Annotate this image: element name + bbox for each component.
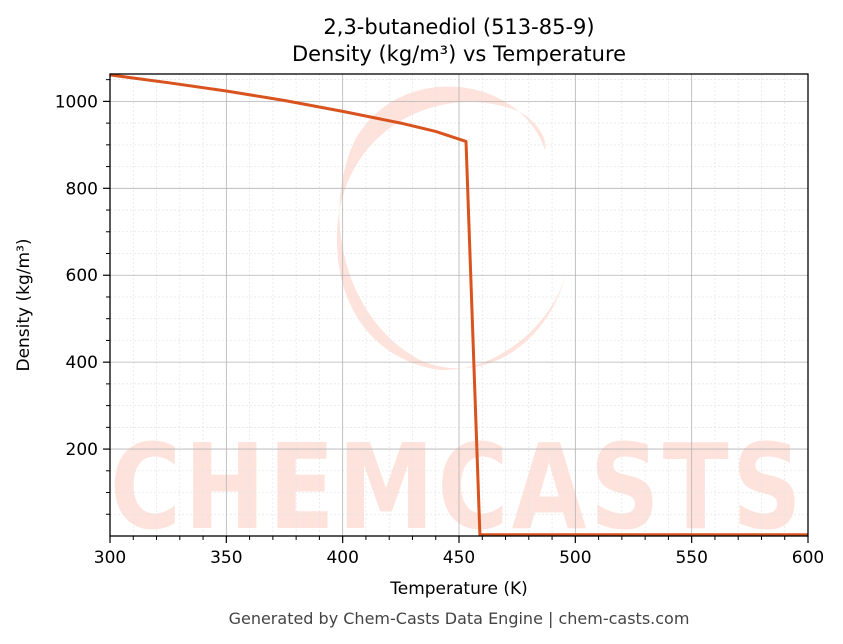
- chart-title: 2,3-butanediol (513-85-9): [323, 15, 594, 39]
- density-series-line: [109, 73, 808, 537]
- x-tick-label: 400: [326, 548, 358, 568]
- watermark-swirl: [336, 86, 568, 371]
- x-axis-ticks: 300 350 400 450 500 550 600: [94, 536, 824, 568]
- watermark-text: CHEMCASTS: [110, 418, 805, 556]
- x-tick-label: 500: [559, 548, 591, 568]
- x-tick-label: 300: [94, 548, 126, 568]
- y-tick-label: 600: [66, 266, 98, 286]
- x-tick-label: 600: [792, 548, 824, 568]
- y-tick-label: 1000: [55, 92, 98, 112]
- footer-credit: Generated by Chem-Casts Data Engine | ch…: [229, 609, 690, 628]
- y-tick-label: 800: [66, 179, 98, 199]
- x-tick-label: 450: [443, 548, 475, 568]
- x-tick-label: 350: [210, 548, 242, 568]
- chart-subtitle: Density (kg/m³) vs Temperature: [292, 42, 626, 66]
- y-axis-label: Density (kg/m³): [14, 238, 34, 371]
- chemcasts-watermark: CHEMCASTS: [110, 86, 805, 556]
- y-tick-label: 400: [66, 353, 98, 373]
- x-axis-label: Temperature (K): [389, 579, 528, 599]
- y-tick-label: 200: [66, 440, 98, 460]
- x-tick-label: 550: [675, 548, 707, 568]
- y-axis-ticks: 200 400 600 800 1000: [55, 79, 110, 515]
